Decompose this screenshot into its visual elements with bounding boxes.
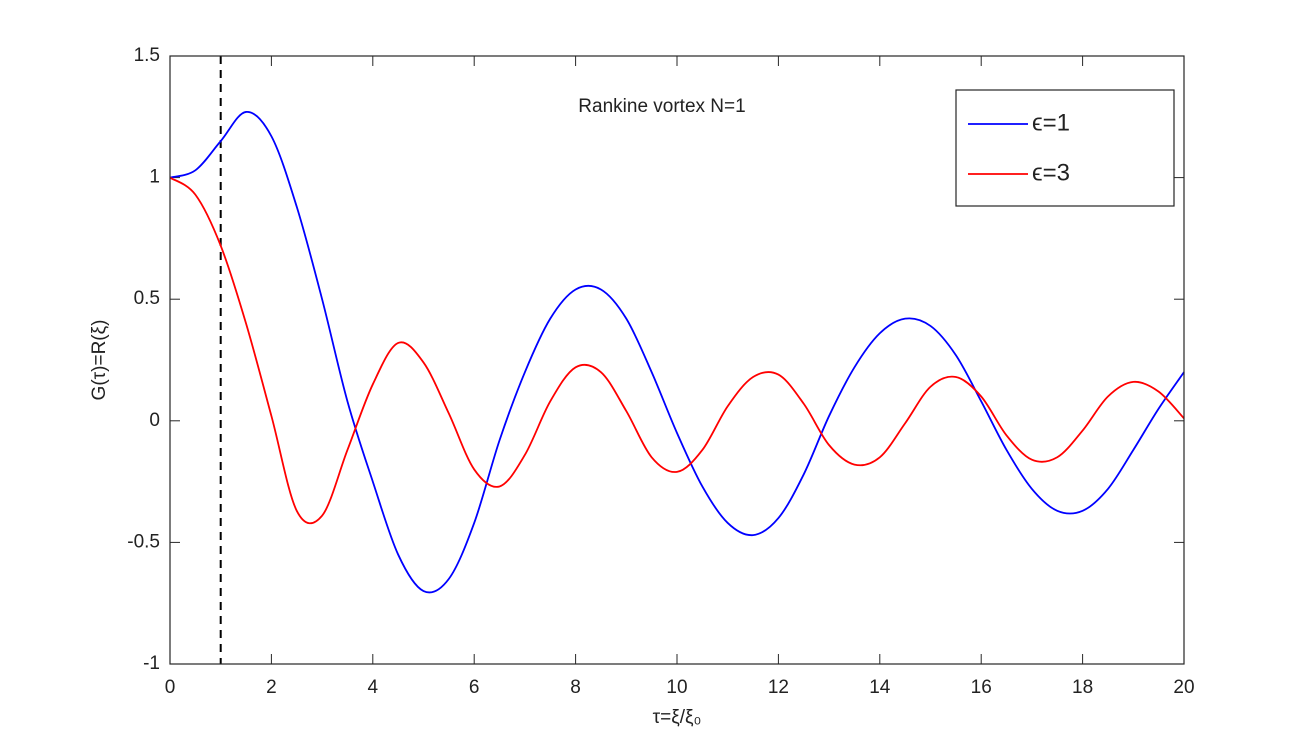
- y-axis-label: G(τ)=R(ξ): [89, 320, 110, 401]
- x-tick-label: 16: [971, 677, 992, 698]
- y-tick-label: 0.5: [134, 288, 160, 309]
- y-tick-label: -0.5: [127, 531, 160, 552]
- x-tick-label: 0: [165, 677, 176, 698]
- annotation: Rankine vortex N=1: [578, 96, 745, 117]
- series-line: [169, 111, 1185, 594]
- y-tick-label: -1: [143, 653, 160, 674]
- legend-label: ϵ=1: [1032, 109, 1070, 136]
- x-tick-label: 20: [1173, 677, 1194, 698]
- x-tick-label: 4: [368, 677, 379, 698]
- x-axis-label: τ=ξ/ξ₀: [653, 707, 702, 728]
- series-line: [169, 176, 1185, 525]
- legend-label: ϵ=3: [1032, 159, 1070, 186]
- x-tick-label: 12: [768, 677, 789, 698]
- legend-box: [955, 89, 1175, 207]
- x-tick-label: 18: [1072, 677, 1093, 698]
- x-tick-label: 6: [469, 677, 480, 698]
- x-tick-label: 10: [666, 677, 687, 698]
- y-tick-label: 0: [149, 410, 160, 431]
- x-tick-label: 2: [266, 677, 277, 698]
- y-tick-label: 1: [149, 167, 160, 188]
- x-tick-label: 14: [869, 677, 891, 698]
- plot-frame: [169, 55, 1185, 665]
- y-tick-label: 1.5: [134, 45, 160, 66]
- x-tick-label: 8: [570, 677, 581, 698]
